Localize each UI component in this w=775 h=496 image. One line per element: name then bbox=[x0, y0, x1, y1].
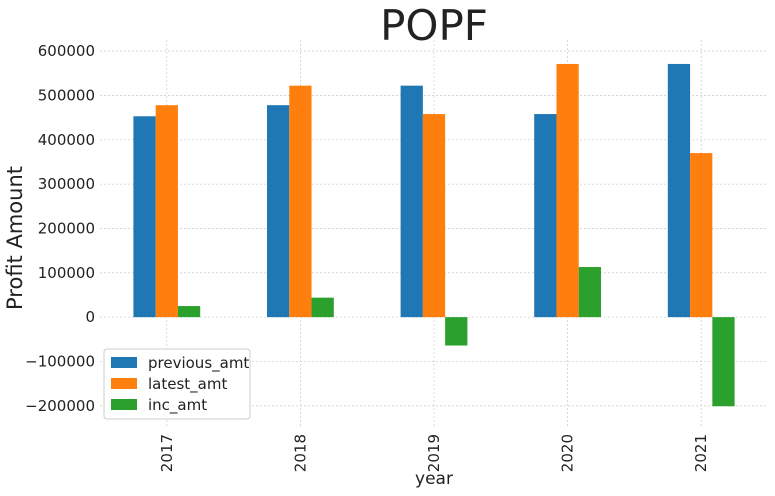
bar-previous_amt-2017 bbox=[133, 116, 156, 318]
x-tick-label: 2020 bbox=[559, 434, 577, 472]
y-tick-label: 500000 bbox=[38, 86, 95, 104]
x-tick-label: 2017 bbox=[158, 434, 176, 472]
legend-swatch-latest_amt bbox=[111, 378, 137, 389]
x-tick-label: 2021 bbox=[692, 434, 710, 472]
bar-inc_amt-2019 bbox=[445, 317, 468, 346]
x-tick-label: 2019 bbox=[425, 434, 443, 472]
x-axis-title: year bbox=[415, 469, 453, 489]
bar-previous_amt-2019 bbox=[400, 85, 423, 318]
bar-inc_amt-2017 bbox=[177, 306, 201, 318]
y-tick-label: 300000 bbox=[38, 175, 95, 193]
y-tick-label: −100000 bbox=[25, 352, 95, 370]
bar-latest_amt-2017 bbox=[155, 105, 178, 318]
bars bbox=[133, 63, 735, 407]
x-tick-labels: 2017 2018 2019 2020 2021 bbox=[158, 434, 710, 472]
bar-inc_amt-2020 bbox=[578, 267, 601, 318]
bar-latest_amt-2021 bbox=[690, 153, 713, 318]
bar-latest_amt-2019 bbox=[422, 114, 446, 318]
legend-swatch-previous_amt bbox=[111, 357, 137, 368]
legend: previous_amt latest_amt inc_amt bbox=[103, 348, 251, 420]
y-tick-label: 200000 bbox=[38, 219, 95, 237]
y-tick-label: 400000 bbox=[38, 131, 95, 149]
bar-previous_amt-2021 bbox=[667, 63, 691, 318]
x-tick-label: 2018 bbox=[291, 434, 309, 472]
legend-frame bbox=[103, 348, 251, 420]
legend-label-inc_amt: inc_amt bbox=[148, 396, 207, 415]
y-axis-title: Profit Amount bbox=[3, 166, 27, 310]
bar-latest_amt-2020 bbox=[556, 63, 579, 318]
bar-inc_amt-2018 bbox=[311, 297, 334, 318]
y-tick-label: −200000 bbox=[25, 397, 95, 415]
bar-previous_amt-2018 bbox=[267, 105, 290, 318]
legend-label-latest_amt: latest_amt bbox=[148, 375, 227, 394]
bar-inc_amt-2021 bbox=[712, 317, 735, 407]
y-tick-label: 600000 bbox=[38, 42, 95, 60]
y-tick-label: 0 bbox=[85, 308, 95, 326]
legend-swatch-inc_amt bbox=[111, 399, 137, 410]
legend-label-previous_amt: previous_amt bbox=[148, 354, 249, 373]
y-tick-label: 100000 bbox=[38, 264, 95, 282]
bar-latest_amt-2018 bbox=[289, 85, 312, 318]
y-tick-labels: −200000 −100000 0 100000 200000 300000 400000 5… bbox=[25, 42, 95, 415]
bar-previous_amt-2020 bbox=[534, 114, 557, 318]
chart-title: POPF bbox=[380, 1, 488, 50]
